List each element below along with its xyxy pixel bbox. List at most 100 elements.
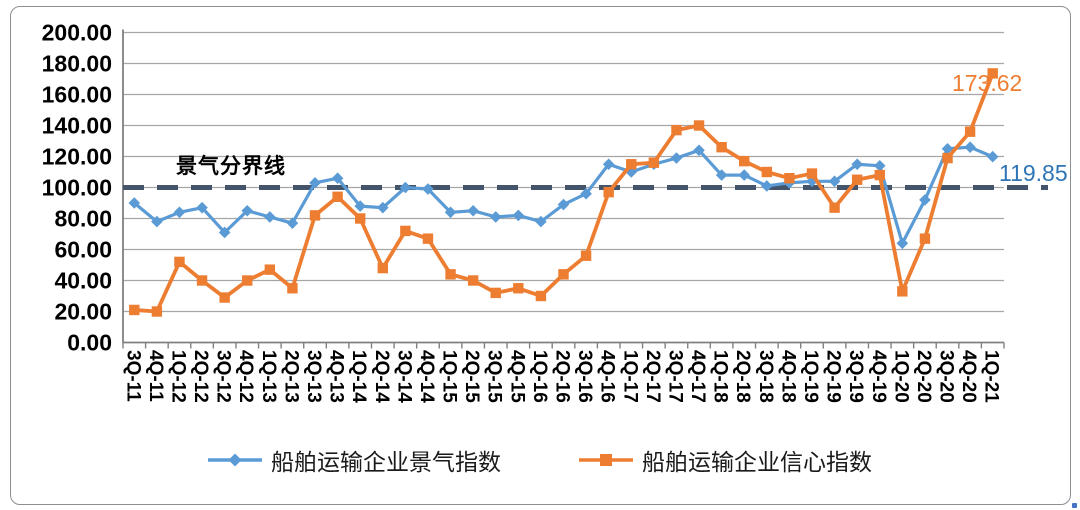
data-point-diamond	[264, 211, 276, 223]
x-axis-label: 4Q-18	[777, 350, 798, 403]
data-point-diamond	[128, 197, 141, 209]
x-axis-label: 2Q-12	[190, 350, 211, 403]
data-point-square	[942, 152, 953, 164]
data-point-square	[784, 173, 795, 184]
x-axis-label: 2Q-14	[371, 350, 392, 403]
data-point-diamond	[512, 209, 525, 222]
x-axis-label: 1Q-21	[981, 350, 1002, 403]
data-point-diamond	[986, 150, 999, 163]
data-point-diamond	[828, 175, 841, 188]
x-axis-label: 3Q-13	[303, 350, 324, 403]
x-axis-label: 3Q-12	[213, 350, 234, 403]
data-point-diamond	[761, 180, 773, 192]
x-axis-label: 4Q-14	[416, 350, 437, 403]
y-axis-label: 140.00	[42, 113, 112, 139]
y-axis-label: 0.00	[67, 330, 112, 356]
x-axis-label: 3Q-16	[574, 350, 595, 403]
data-point-diamond	[535, 215, 547, 228]
data-point-diamond	[173, 206, 186, 219]
x-axis-label: 4Q-20	[958, 350, 979, 403]
x-axis-label: 2Q-18	[732, 350, 753, 403]
x-axis-label: 2Q-20	[913, 350, 934, 403]
data-point-diamond	[738, 169, 751, 181]
x-axis-label: 1Q-16	[529, 350, 550, 403]
data-point-diamond	[670, 152, 683, 164]
x-axis-label: 3Q-19	[845, 350, 866, 403]
y-axis-label: 60.00	[54, 237, 112, 263]
x-axis-label: 1Q-14	[348, 350, 369, 403]
data-point-diamond	[964, 141, 976, 153]
legend-label-prosperity: 船舶运输企业景气指数	[271, 449, 501, 475]
x-axis-label: 4Q-16	[597, 350, 618, 403]
x-axis-label: 4Q-19	[868, 350, 889, 403]
data-point-square	[129, 304, 140, 316]
data-point-square	[151, 306, 163, 317]
data-point-diamond	[489, 211, 502, 223]
data-point-diamond	[218, 226, 231, 239]
data-point-square	[513, 283, 524, 294]
legend-diamond	[228, 453, 242, 467]
data-point-square	[535, 290, 547, 302]
data-point-square	[264, 264, 276, 275]
x-axis-label: 2Q-19	[823, 350, 844, 403]
data-point-square	[309, 210, 321, 221]
data-point-diamond	[896, 237, 909, 250]
data-point-diamond	[286, 217, 299, 229]
data-point-square	[761, 166, 773, 178]
y-axis-label: 40.00	[54, 268, 112, 294]
y-axis-label: 160.00	[42, 82, 112, 108]
data-point-square	[693, 120, 705, 131]
data-point-diamond	[693, 144, 705, 157]
data-point-square	[558, 269, 569, 280]
data-point-square	[354, 213, 366, 224]
legend-marker-square-icon	[579, 454, 633, 466]
data-point-diamond	[580, 187, 592, 200]
x-axis-label: 2Q-13	[280, 350, 301, 403]
data-point-square	[874, 169, 885, 181]
x-axis-label: 1Q-15	[439, 350, 460, 403]
legend-item-confidence: 船舶运输企业信心指数	[579, 443, 872, 477]
data-point-square	[445, 269, 456, 280]
data-point-diamond	[241, 204, 254, 217]
data-point-diamond	[422, 183, 434, 195]
x-axis-label: 4Q-13	[326, 350, 347, 403]
data-point-diamond	[851, 158, 863, 171]
data-point-diamond	[941, 142, 954, 155]
y-axis-label: 80.00	[54, 206, 112, 232]
data-point-diamond	[331, 172, 344, 184]
data-point-square	[580, 250, 592, 261]
legend-square	[600, 454, 612, 466]
data-point-square	[467, 275, 479, 286]
legend-item-prosperity: 船舶运输企业景气指数	[208, 443, 501, 477]
data-point-diamond	[467, 204, 479, 217]
x-axis-label: 1Q-12	[167, 350, 188, 403]
x-axis-label: 3Q-17	[664, 350, 685, 403]
x-axis-label: 3Q-18	[755, 350, 776, 403]
data-point-square	[400, 225, 411, 237]
x-axis-label: 4Q-15	[506, 350, 527, 403]
legend-marker-diamond-icon	[208, 453, 262, 467]
data-point-diamond	[196, 201, 208, 214]
annotation-prosperity-value: 119.85	[999, 160, 1068, 186]
data-point-square	[919, 233, 931, 244]
legend-label-confidence: 船舶运输企业信心指数	[642, 449, 872, 475]
data-point-square	[648, 157, 660, 168]
data-point-diamond	[444, 206, 457, 219]
x-axis-label: 4Q-12	[235, 350, 256, 403]
annotation-confidence-value: 173.62	[952, 70, 1023, 96]
data-point-square	[377, 262, 388, 274]
reference-line-label: 景气分界线	[176, 155, 286, 178]
data-point-diamond	[399, 181, 412, 194]
data-point-square	[964, 126, 976, 137]
x-axis-label: 1Q-18	[710, 350, 731, 403]
x-axis-label: 1Q-20	[890, 350, 911, 403]
x-axis-label: 2Q-16	[552, 350, 573, 403]
data-point-square	[287, 283, 298, 294]
data-point-square	[490, 287, 501, 299]
x-axis-label: 3Q-11	[122, 350, 143, 402]
data-point-square	[671, 124, 682, 136]
data-point-square	[174, 256, 185, 268]
data-point-diamond	[806, 175, 818, 188]
data-point-square	[603, 186, 614, 198]
